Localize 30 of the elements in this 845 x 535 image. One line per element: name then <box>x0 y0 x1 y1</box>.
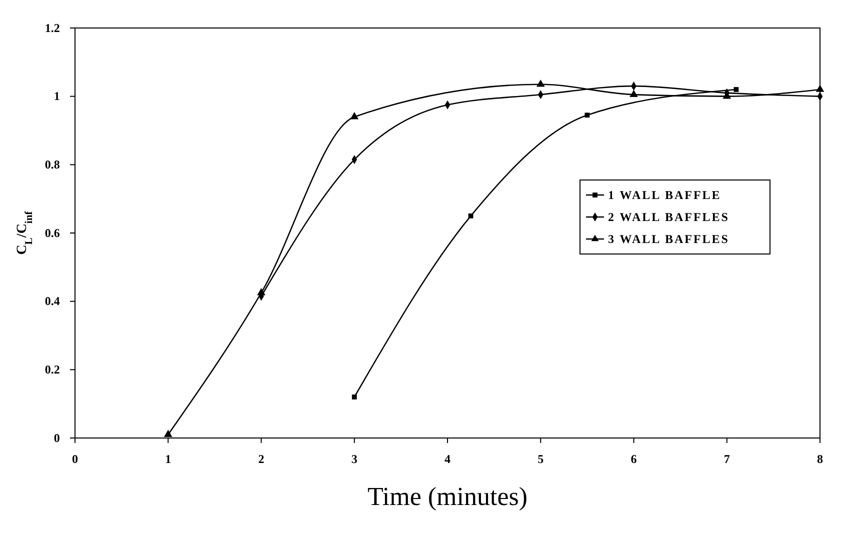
point <box>734 87 739 92</box>
x-tick-label: 2 <box>258 452 264 466</box>
point <box>816 84 824 92</box>
x-axis-title: Time (minutes) <box>367 482 528 511</box>
x-tick-label: 5 <box>538 452 544 466</box>
y-tick-label: 0.6 <box>44 226 60 240</box>
point <box>164 430 172 437</box>
x-tick-label: 0 <box>72 452 78 466</box>
point <box>536 80 545 87</box>
point <box>584 112 590 118</box>
y-tick-label: 1.2 <box>44 20 60 35</box>
y-tick-label: 0.2 <box>44 362 60 377</box>
y-tick-label: 0 <box>54 430 60 445</box>
y-tick-label: 0.4 <box>44 294 60 308</box>
point <box>350 112 359 120</box>
point <box>468 213 474 218</box>
y-tick-label: 0.8 <box>44 158 60 172</box>
x-tick-label: 4 <box>444 452 450 466</box>
x-tick-label: 6 <box>630 452 637 466</box>
y-tick-label: 1 <box>54 89 60 104</box>
point <box>352 394 357 400</box>
legend-label: 2 WALL BAFFLES <box>608 210 730 224</box>
point <box>257 288 266 296</box>
legend-label: 3 WALL BAFFLES <box>608 232 730 246</box>
x-tick-label: 3 <box>351 452 358 466</box>
x-tick-label: 7 <box>724 452 730 466</box>
point <box>630 90 638 98</box>
x-tick-label: 8 <box>817 452 823 466</box>
legend-label: 1 WALL BAFFLE <box>608 188 722 202</box>
x-tick-label: 1 <box>165 452 172 466</box>
